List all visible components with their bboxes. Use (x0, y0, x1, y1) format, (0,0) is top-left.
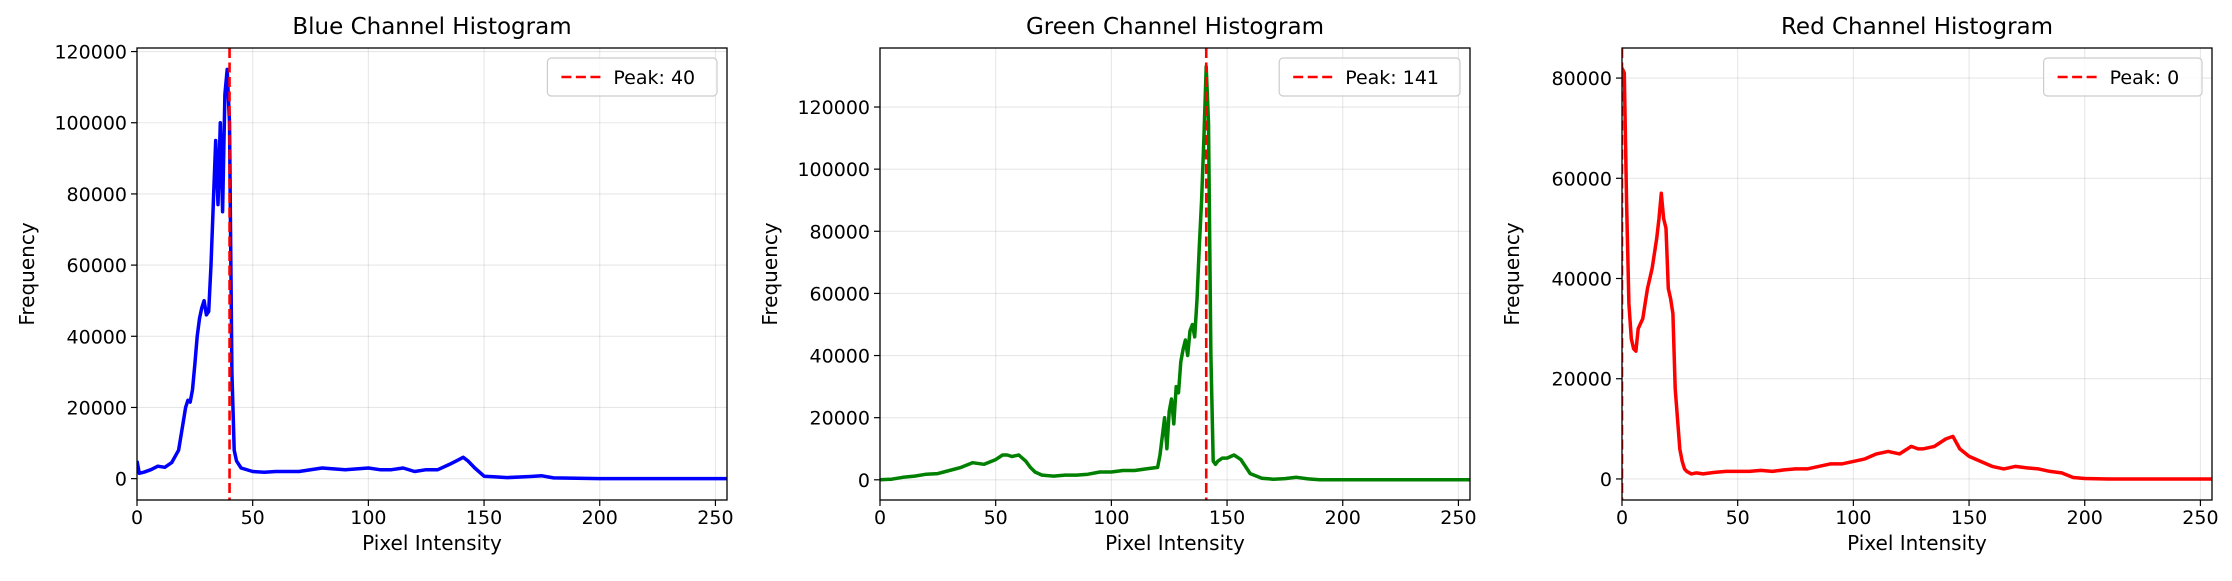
y-axis-label: Frequency (15, 222, 39, 325)
x-axis-label: Pixel Intensity (362, 531, 502, 555)
x-tick-label: 200 (2067, 507, 2103, 529)
legend-box (2042, 57, 2203, 97)
y-tick-label: 120000 (54, 42, 127, 64)
legend: Peak: 40 (546, 57, 718, 97)
legend: Peak: 141 (1278, 57, 1461, 97)
legend-box (1278, 57, 1461, 97)
x-tick-label: 0 (1616, 507, 1628, 529)
y-tick-label: 80000 (1552, 68, 1612, 90)
y-tick-label: 0 (858, 470, 870, 492)
x-axis-label: Pixel Intensity (1105, 531, 1245, 555)
x-tick-label: 50 (241, 507, 265, 529)
y-tick-label: 60000 (1552, 168, 1612, 190)
y-tick-label: 80000 (67, 184, 127, 206)
chart-title: Blue Channel Histogram (292, 14, 571, 40)
y-tick-label: 60000 (67, 255, 127, 277)
chart-panel-0: 0 50 100 150 200 250 0 20000 40000 60000 80000 1000… (15, 14, 734, 555)
y-tick-label: 120000 (797, 97, 870, 119)
x-tick-label: 50 (984, 507, 1008, 529)
plot-frame (136, 47, 728, 501)
x-tick-label: 250 (1440, 507, 1476, 529)
y-axis-label: Frequency (758, 222, 782, 325)
legend-label: Peak: 0 (2110, 67, 2180, 89)
y-tick-label: 40000 (810, 346, 870, 368)
x-tick-label: 250 (697, 507, 733, 529)
y-tick-label: 0 (115, 469, 127, 491)
y-tick-label: 40000 (1552, 269, 1612, 291)
x-tick-label: 150 (1951, 507, 1987, 529)
x-axis-label: Pixel Intensity (1847, 531, 1987, 555)
chart-panel-2: 0 50 100 150 200 250 0 20000 40000 60000 80000 Red … (1500, 14, 2219, 555)
x-tick-label: 200 (1325, 507, 1361, 529)
y-tick-label: 20000 (1552, 369, 1612, 391)
x-tick-label: 50 (1726, 507, 1750, 529)
y-tick-label: 60000 (810, 283, 870, 305)
x-tick-label: 0 (131, 507, 143, 529)
y-tick-label: 100000 (54, 113, 127, 135)
x-tick-label: 100 (1835, 507, 1871, 529)
x-tick-label: 250 (2182, 507, 2218, 529)
series-line-0 (880, 64, 1470, 482)
chart-title: Red Channel Histogram (1781, 14, 2053, 40)
y-tick-label: 20000 (67, 397, 127, 419)
legend-box (546, 57, 718, 97)
y-axis-label: Frequency (1500, 222, 1524, 325)
y-tick-label: 100000 (797, 159, 870, 181)
y-tick-label: 80000 (810, 221, 870, 243)
y-tick-label: 40000 (67, 326, 127, 348)
chart-panel-1: 0 50 100 150 200 250 0 20000 40000 60000 80000 1000… (758, 14, 1477, 555)
legend-label: Peak: 40 (613, 67, 695, 89)
x-tick-label: 0 (874, 507, 886, 529)
chart-title: Green Channel Histogram (1026, 14, 1324, 40)
series-line-0 (1622, 67, 2212, 481)
series-line-0 (137, 67, 727, 481)
x-tick-label: 200 (582, 507, 618, 529)
x-tick-label: 150 (1209, 507, 1245, 529)
legend-label: Peak: 141 (1345, 67, 1439, 89)
x-tick-label: 100 (1093, 507, 1129, 529)
y-tick-label: 20000 (810, 408, 870, 430)
plot-frame (879, 47, 1471, 501)
x-tick-label: 150 (466, 507, 502, 529)
x-tick-label: 100 (350, 507, 386, 529)
plot-frame (1621, 47, 2213, 501)
legend: Peak: 0 (2042, 57, 2203, 97)
y-tick-label: 0 (1600, 469, 1612, 491)
